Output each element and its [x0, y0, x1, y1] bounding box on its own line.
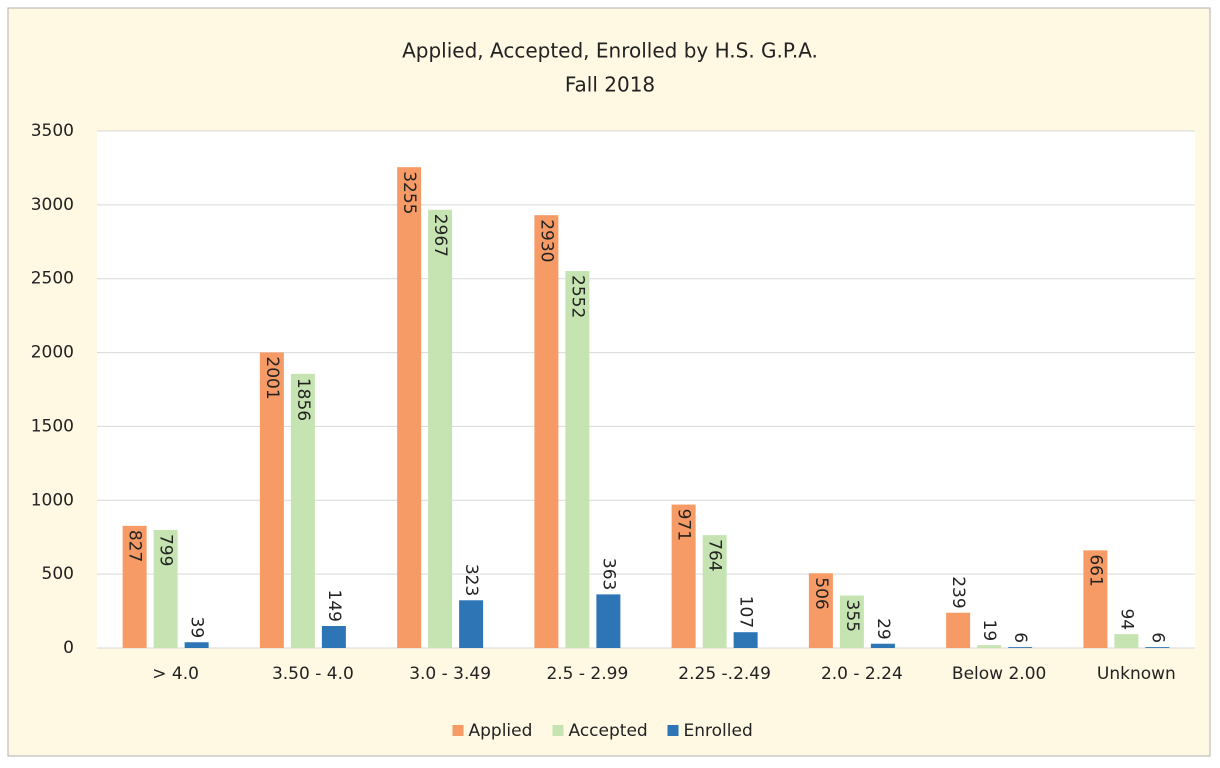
data-label: 29 — [873, 618, 893, 640]
x-tick-label: 2.5 - 2.99 — [546, 664, 628, 684]
data-label: 799 — [156, 534, 176, 566]
bar — [808, 573, 833, 648]
x-tick-label: 2.0 - 2.24 — [821, 664, 903, 684]
data-label: 6 — [1147, 632, 1167, 643]
bar — [977, 645, 1002, 648]
bar — [184, 642, 209, 648]
data-label: 661 — [1085, 554, 1105, 586]
data-label: 827 — [125, 530, 145, 562]
y-tick-label: 3000 — [31, 195, 74, 215]
bar — [1114, 634, 1139, 648]
data-label: 2001 — [262, 356, 282, 399]
legend-swatch — [667, 725, 679, 736]
bar — [671, 504, 696, 648]
y-tick-label: 0 — [63, 638, 74, 658]
bar — [702, 535, 727, 648]
x-tick-label: 3.0 - 3.49 — [409, 664, 491, 684]
legend-swatch — [452, 725, 464, 736]
y-tick-label: 500 — [42, 564, 74, 584]
data-label: 94 — [1116, 608, 1136, 630]
data-label: 149 — [324, 590, 344, 622]
y-tick-label: 2500 — [31, 269, 74, 289]
x-tick-label: Below 2.00 — [952, 664, 1046, 684]
data-label: 3255 — [399, 171, 419, 214]
bar — [1145, 647, 1170, 648]
bar — [733, 632, 758, 648]
bar — [290, 373, 315, 648]
data-label: 239 — [948, 576, 968, 608]
x-tick-label: 2.25 -.2.49 — [678, 664, 771, 684]
data-label: 39 — [187, 617, 207, 639]
bar — [428, 209, 453, 648]
bar — [122, 525, 147, 648]
x-tick-label: Unknown — [1097, 664, 1176, 684]
data-label: 2967 — [430, 214, 450, 257]
bar — [259, 352, 284, 648]
bar — [321, 625, 346, 648]
x-tick-label: > 4.0 — [152, 664, 199, 684]
data-label: 2552 — [567, 275, 587, 318]
data-label: 363 — [598, 558, 618, 590]
bar — [839, 595, 864, 648]
legend-label: Accepted — [569, 721, 648, 741]
data-label: 2930 — [536, 219, 556, 262]
x-tick-label: 3.50 - 4.0 — [272, 664, 354, 684]
chart-title: Applied, Accepted, Enrolled by H.S. G.P.… — [402, 39, 818, 63]
chart-subtitle: Fall 2018 — [565, 73, 655, 97]
y-tick-label: 3500 — [31, 121, 74, 141]
data-label: 764 — [705, 539, 725, 571]
data-label: 19 — [979, 620, 999, 642]
bar — [870, 643, 895, 648]
bar — [565, 271, 590, 648]
legend-swatch — [552, 725, 564, 736]
data-label: 6 — [1010, 632, 1030, 643]
bar — [397, 167, 422, 648]
y-tick-label: 1500 — [31, 416, 74, 436]
bar — [596, 594, 621, 648]
data-label: 355 — [842, 600, 862, 632]
legend-label: Enrolled — [684, 721, 753, 741]
bar — [1083, 550, 1108, 648]
y-tick-label: 1000 — [31, 490, 74, 510]
bar — [946, 612, 971, 648]
data-label: 323 — [461, 564, 481, 596]
data-label: 1856 — [293, 378, 313, 421]
data-label: 107 — [736, 596, 756, 628]
y-tick-label: 2000 — [31, 343, 74, 363]
data-label: 971 — [674, 509, 694, 541]
bar — [153, 529, 178, 648]
bar — [534, 215, 559, 648]
data-label: 506 — [811, 577, 831, 609]
bar — [459, 600, 484, 648]
bar — [1008, 647, 1033, 648]
legend-label: Applied — [469, 721, 533, 741]
